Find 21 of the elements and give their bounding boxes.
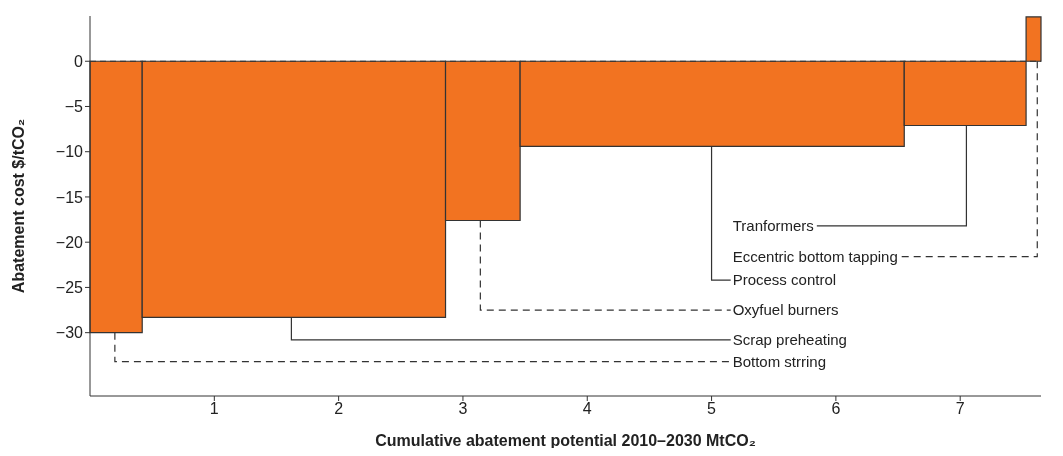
x-tick-label: 1 — [209, 400, 219, 418]
x-tick-label: 3 — [458, 400, 468, 418]
annotation: Oxyfuel burners — [732, 301, 839, 319]
x-tick-label: 7 — [955, 400, 965, 418]
y-tick-label: −20 — [55, 233, 84, 251]
annotation: Bottom strring — [732, 352, 827, 370]
x-tick-label: 6 — [831, 400, 841, 418]
y-tick-label: 0 — [74, 52, 84, 70]
annotation: Tranformers — [732, 217, 814, 235]
x-tick-label: 4 — [582, 400, 592, 418]
y-tick-label: −25 — [55, 279, 84, 297]
annotation: Scrap preheating — [732, 331, 847, 349]
y-axis-title: Abatement cost $/tCO₂ — [9, 118, 27, 294]
x-tick-label: 5 — [707, 400, 717, 418]
y-tick-label: −15 — [55, 188, 84, 206]
y-tick-label: −10 — [55, 143, 84, 161]
annotation: Eccentric bottom tapping — [732, 247, 898, 265]
annotation: Process control — [732, 271, 837, 289]
y-tick-label: −5 — [64, 98, 84, 116]
y-tick-label: −30 — [55, 324, 84, 342]
x-tick-label: 2 — [334, 400, 344, 418]
